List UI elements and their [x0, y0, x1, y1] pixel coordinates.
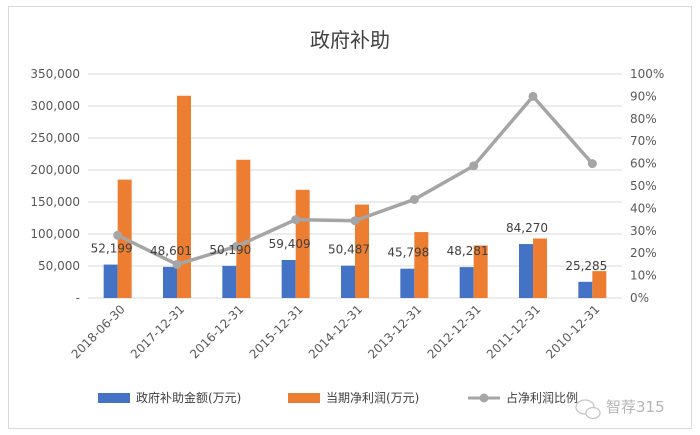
right-tick-label: 90% [630, 89, 657, 103]
data-label: 48,281 [447, 244, 489, 258]
right-tick-label: 30% [630, 224, 657, 238]
x-tick-label: 2015-12-31 [247, 302, 306, 361]
x-tick-label: 2013-12-31 [365, 302, 424, 361]
watermark: 智荐315 [575, 398, 665, 420]
data-labels: 52,199 48,601 50,190 59,409 50,487 45,798 48,2… [91, 221, 608, 273]
bar-net-profit [236, 159, 251, 298]
bars [103, 95, 607, 298]
ratio-point [350, 216, 360, 226]
x-tick-label: 2011-12-31 [484, 302, 543, 361]
x-axis: 2018-06-30 2017-12-31 2016-12-31 2015-12-31… [69, 302, 603, 361]
ratio-line [113, 91, 597, 269]
right-axis: 0% 10% 20% 30% 40% 50% 60% 70% 80% 90% 100% [630, 67, 664, 305]
ratio-point [291, 215, 301, 225]
x-tick-label: 2017-12-31 [128, 302, 187, 361]
left-tick-label: 50,000 [38, 259, 80, 273]
ratio-point [528, 91, 538, 101]
left-tick-label: 150,000 [30, 195, 80, 209]
left-tick-label: - [76, 291, 80, 305]
data-label: 59,409 [269, 237, 311, 251]
data-label: 50,487 [328, 243, 370, 257]
bar-subsidy [103, 264, 118, 298]
x-tick-label: 2018-06-30 [69, 302, 128, 361]
right-tick-label: 10% [630, 269, 657, 283]
x-tick-label: 2016-12-31 [187, 302, 246, 361]
left-tick-label: 250,000 [30, 131, 80, 145]
bar-subsidy [163, 266, 177, 298]
legend-label: 当期净利润(万元) [326, 391, 419, 405]
legend-label: 政府补助金额(万元) [136, 390, 241, 405]
bar-net-profit [592, 271, 607, 298]
bar-net-profit [473, 245, 488, 298]
bar-net-profit [177, 95, 191, 298]
ratio-point [231, 241, 241, 251]
watermark-text: 智荐315 [606, 398, 665, 416]
ratio-point [469, 161, 479, 171]
ratio-point [172, 259, 182, 269]
right-tick-label: 0% [630, 291, 649, 305]
data-label: 48,601 [150, 244, 192, 258]
ratio-point [409, 194, 419, 204]
legend-marker [479, 393, 489, 403]
bar-subsidy [400, 268, 415, 298]
left-tick-label: 350,000 [30, 67, 80, 81]
chart-title: 政府补助 [310, 28, 390, 52]
bar-subsidy [459, 267, 474, 298]
bar-subsidy [222, 265, 237, 298]
data-label: 45,798 [387, 246, 429, 260]
right-tick-label: 70% [630, 134, 657, 148]
left-tick-label: 100,000 [30, 227, 80, 241]
legend-label: 占净利润比例 [506, 390, 578, 405]
right-tick-label: 50% [630, 179, 657, 193]
data-label: 84,270 [506, 221, 548, 235]
bar-subsidy [341, 265, 355, 298]
data-label: 50,190 [209, 243, 251, 257]
right-tick-label: 40% [630, 201, 657, 215]
left-tick-label: 300,000 [30, 99, 80, 113]
ratio-point [113, 230, 123, 240]
legend-swatch [288, 393, 320, 403]
bar-net-profit [533, 238, 547, 298]
bar-subsidy [281, 259, 296, 298]
bar-subsidy [519, 244, 533, 298]
data-label: 25,285 [565, 259, 607, 273]
bar-net-profit [355, 204, 369, 298]
right-tick-label: 80% [630, 112, 657, 126]
wechat-icon [575, 399, 601, 420]
x-tick-label: 2014-12-31 [306, 302, 365, 361]
x-tick-label: 2010-12-31 [543, 302, 602, 361]
left-axis: - 50,000 100,000 150,000 200,000 250,000 300,0… [30, 67, 80, 305]
ratio-point [587, 159, 597, 169]
legend: 政府补助金额(万元) 当期净利润(万元) 占净利润比例 [98, 390, 578, 405]
right-tick-label: 20% [630, 246, 657, 260]
bar-net-profit [414, 232, 429, 298]
bar-subsidy [578, 281, 593, 298]
data-label: 52,199 [91, 242, 133, 256]
left-tick-label: 200,000 [30, 163, 80, 177]
x-tick-label: 2012-12-31 [425, 302, 484, 361]
right-tick-label: 100% [630, 67, 664, 81]
legend-swatch [98, 393, 130, 403]
right-tick-label: 60% [630, 157, 657, 171]
